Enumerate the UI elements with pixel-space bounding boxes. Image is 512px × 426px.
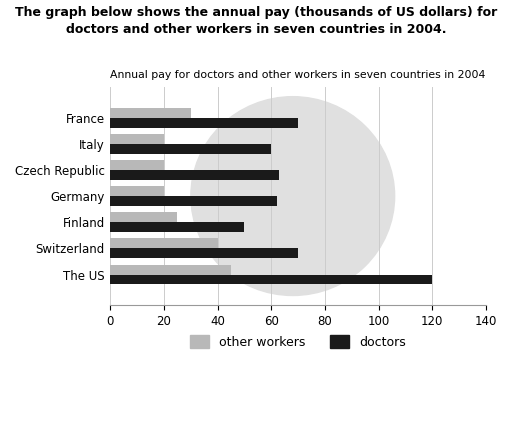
Bar [111,248,298,258]
Ellipse shape [191,97,395,296]
Bar [111,160,164,170]
Bar [111,274,432,285]
Bar [111,144,271,154]
Bar [111,170,280,180]
Title: Annual pay for doctors and other workers in seven countries in 2004: Annual pay for doctors and other workers… [111,70,486,81]
Bar [111,186,164,196]
Bar [111,265,231,274]
Legend: other workers, doctors: other workers, doctors [185,330,411,354]
Bar [111,239,218,248]
Bar [111,196,276,206]
Bar [111,108,191,118]
Bar [111,134,164,144]
Text: The graph below shows the annual pay (thousands of US dollars) for
doctors and o: The graph below shows the annual pay (th… [15,6,497,36]
Bar [111,222,245,232]
Bar [111,118,298,127]
Bar [111,212,178,222]
